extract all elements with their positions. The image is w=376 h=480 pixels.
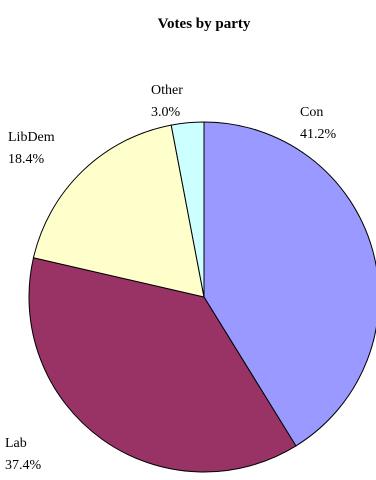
pie-slices xyxy=(28,121,376,473)
slice-label-lab: Lab xyxy=(5,436,27,451)
pie-slice-con xyxy=(203,121,376,447)
slice-label-libdem: LibDem xyxy=(8,130,55,145)
slice-percent-con: 41.2% xyxy=(300,127,337,142)
pie-slice-libdem xyxy=(32,124,205,298)
pie-slice-lab xyxy=(28,257,297,473)
slice-label-other: Other xyxy=(151,83,183,98)
slice-percent-lab: 37.4% xyxy=(5,458,42,473)
slice-label-con: Con xyxy=(300,105,323,120)
pie-labels: Con 41.2% Lab 37.4% LibDem 18.4% Other 3.0% xyxy=(5,83,337,473)
slice-percent-libdem: 18.4% xyxy=(8,152,45,167)
chart-title: Votes by party xyxy=(158,16,251,32)
pie-slice-other xyxy=(170,121,205,298)
slice-percent-other: 3.0% xyxy=(151,105,181,120)
